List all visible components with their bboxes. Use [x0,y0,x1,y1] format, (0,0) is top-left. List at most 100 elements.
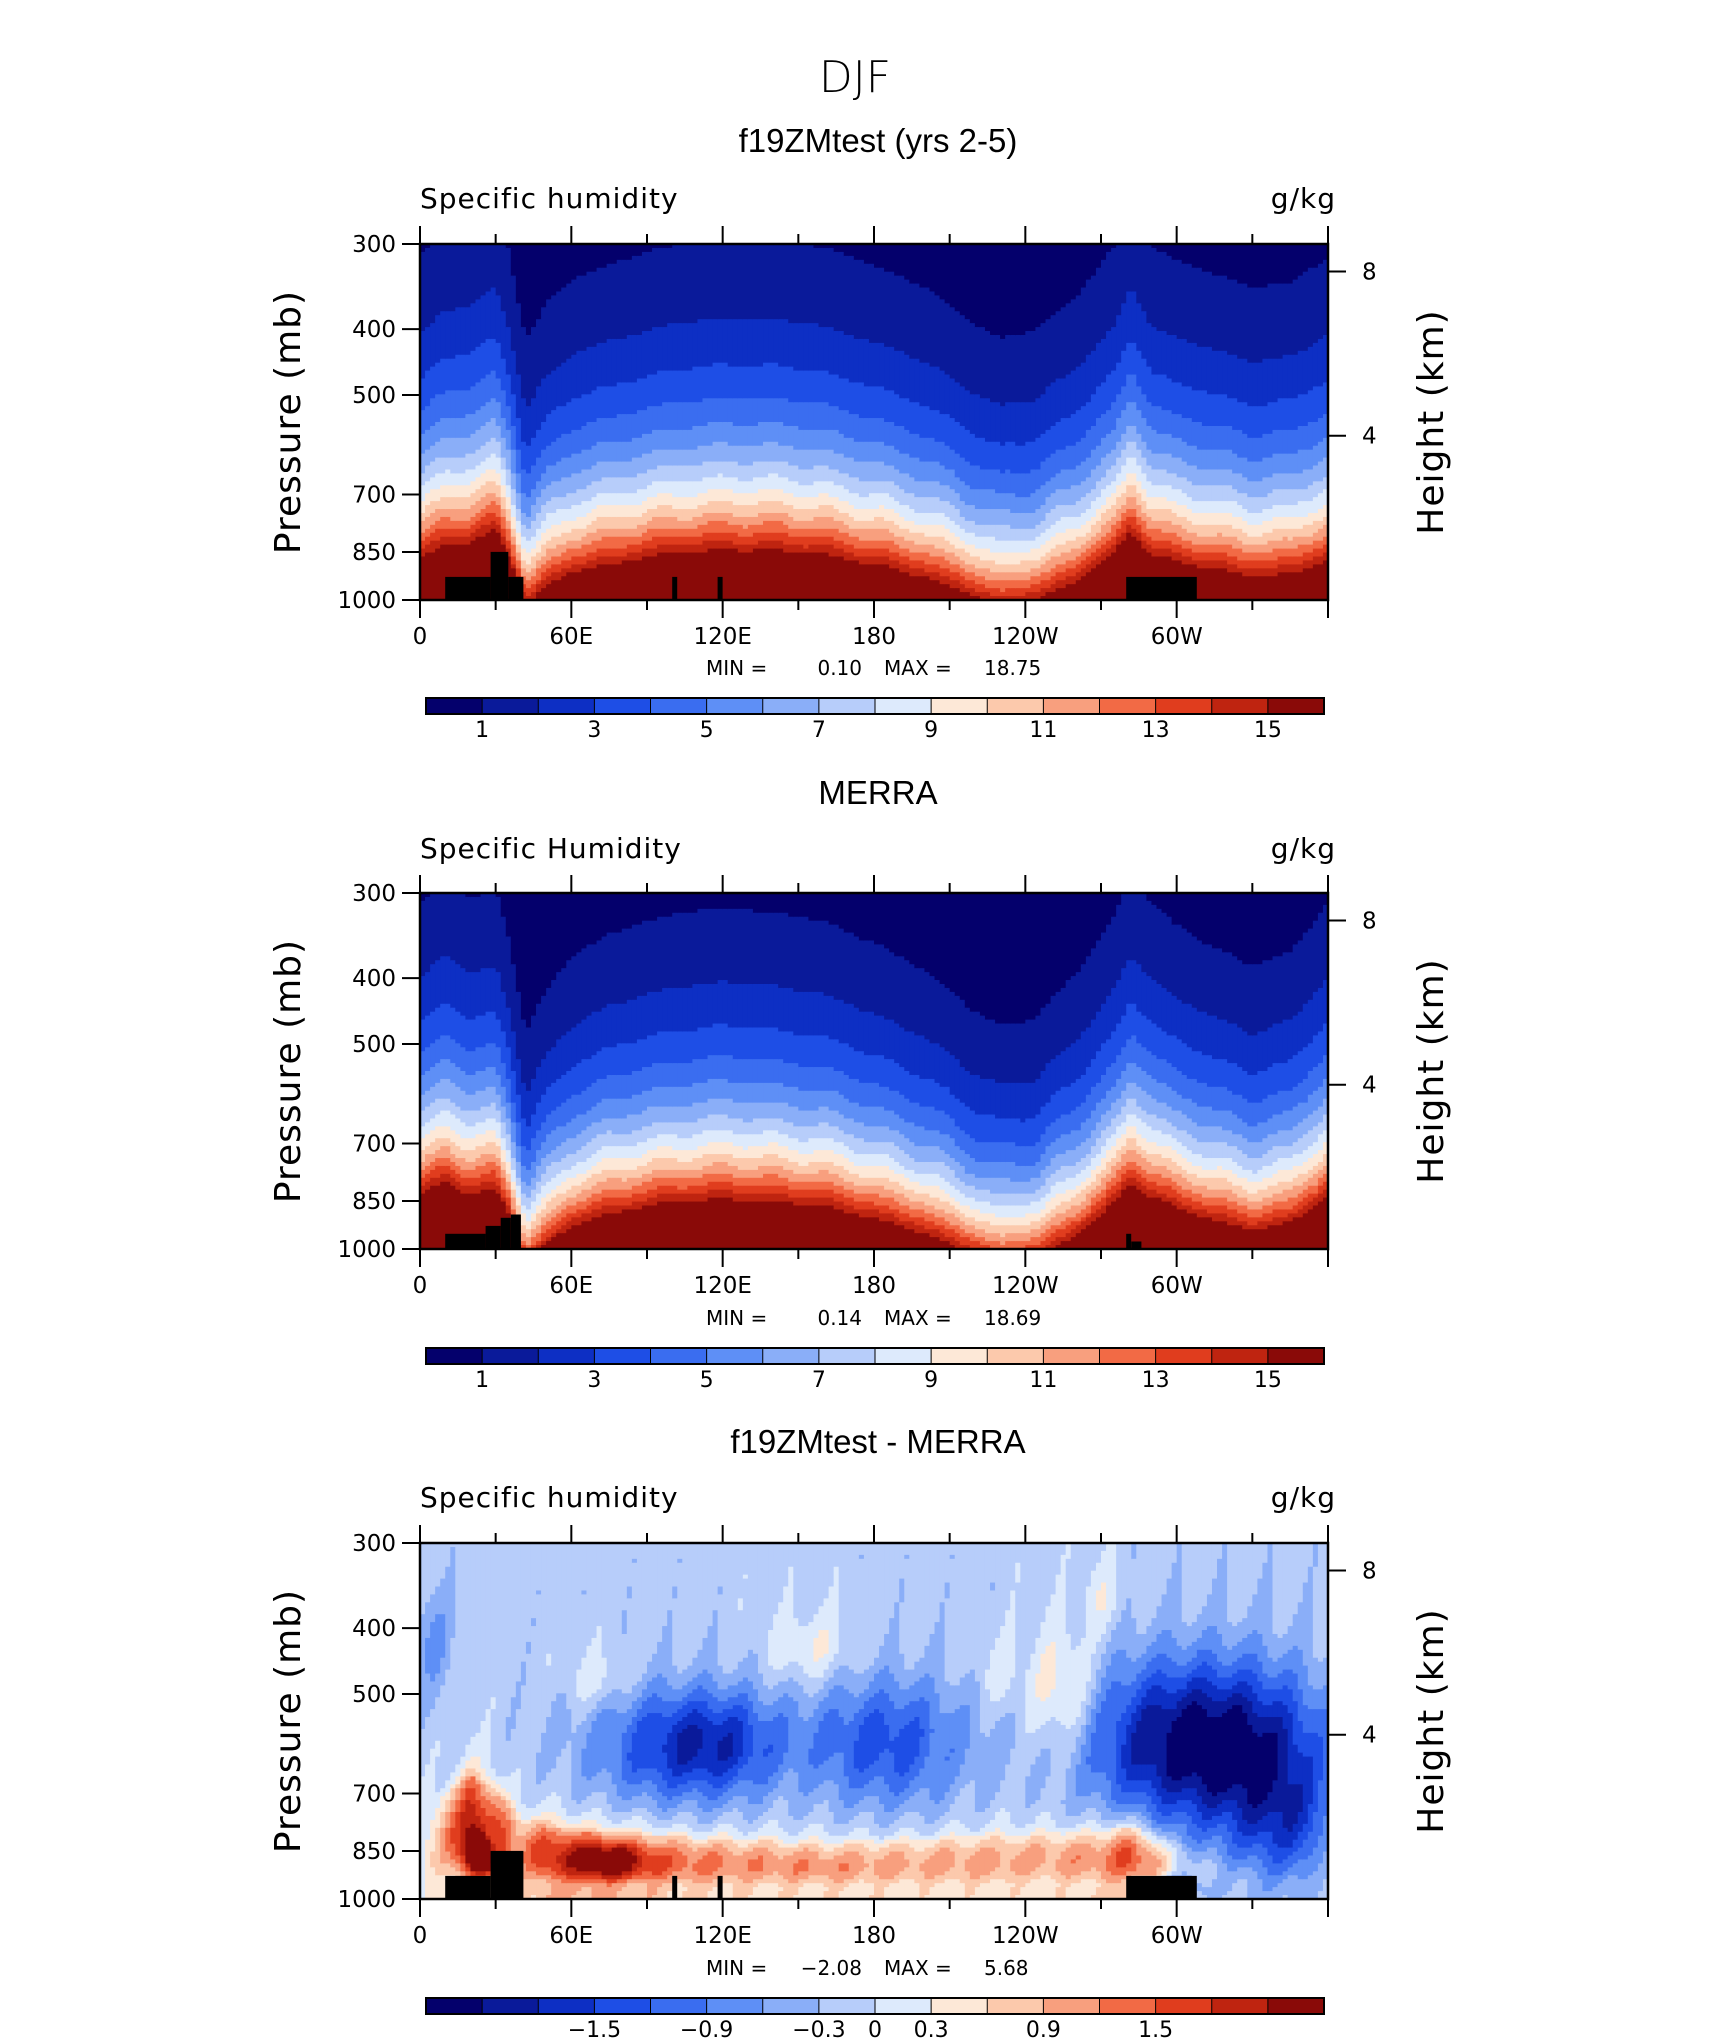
colorbar-swatch [1155,697,1213,715]
colorbar-swatch [537,697,596,715]
x-tick-label: 60E [549,1923,593,1949]
topography-mask [500,1217,511,1249]
variable-label: Specific humidity [420,1481,679,1514]
topography-mask [1131,1241,1142,1249]
x-tick-label: 0 [413,1923,428,1949]
x-tick-label: 60W [1151,624,1203,650]
colorbar-swatch [930,697,989,715]
topography-mask [445,576,491,600]
colorbar-label: −0.9 [680,2018,733,2038]
min-label: MIN = [706,1956,767,1980]
colorbar-label: 7 [812,1368,826,1393]
min-value: −2.08 [801,1956,862,1980]
x-tick-label: 120W [992,624,1059,650]
y-right-tick-label: 8 [1362,1559,1377,1585]
x-tick-label: 0 [413,1273,428,1299]
max-value: 18.69 [984,1306,1041,1330]
colorbar-swatch [1267,697,1325,715]
contour-field [420,1543,1329,1900]
colorbar-swatch [1211,697,1269,715]
colorbar-swatch [481,697,540,715]
y-axis-title: Pressure (mb) [268,939,309,1203]
x-tick-label: 60W [1151,1273,1203,1299]
colorbar-swatch [1211,1347,1269,1365]
colorbar-swatch [818,697,876,715]
topography-mask [717,576,723,600]
y-tick-label: 500 [352,1682,396,1708]
y-tick-label: 1000 [337,588,396,614]
topography-mask [490,551,509,600]
min-value: 0.10 [817,656,862,680]
colorbar-swatch [874,1347,933,1365]
colorbar: 1 3 5 7 9 11 13 15 [425,1347,1325,1393]
x-tick-label: 60W [1151,1923,1203,1949]
y-tick-label: 500 [352,1032,396,1058]
y-right-axis-title: Height (km) [1411,309,1452,534]
panel-3: f19ZMtest - MERRA Specific humidity g/kg 30… [268,1423,1452,2038]
colorbar-swatch [1042,1997,1101,2015]
min-label: MIN = [706,1306,767,1330]
colorbar-swatch [593,697,652,715]
y-right-tick-label: 8 [1362,909,1377,935]
colorbar-label: 13 [1142,718,1170,743]
colorbar-label: 13 [1142,1368,1170,1393]
colorbar: −1.5 −0.9 −0.3 0 0.3 0.9 1.5 [425,1997,1325,2038]
topography-mask [508,576,524,600]
y-tick-label: 500 [352,383,396,409]
colorbar-swatch [537,1347,596,1365]
colorbar-swatch [1267,1347,1325,1365]
variable-label: Specific humidity [420,182,679,215]
y-tick-label: 400 [352,317,396,343]
topography-mask [510,1214,521,1249]
colorbar-swatch [481,1997,540,2015]
colorbar: 1 3 5 7 9 11 13 15 [425,697,1325,743]
min-value: 0.14 [817,1306,862,1330]
x-tick-label: 60E [549,624,593,650]
y-right-axis-title: Height (km) [1411,958,1452,1183]
y-tick-label: 300 [352,1531,396,1557]
y-tick-label: 850 [352,540,396,566]
y-tick-label: 850 [352,1839,396,1865]
topography-mask [485,1225,501,1249]
colorbar-swatch [593,1997,652,2015]
colorbar-label: 3 [587,1368,601,1393]
colorbar-label: 3 [587,718,601,743]
contour-field [420,244,1329,601]
colorbar-swatch [481,1347,540,1365]
topography-mask [672,576,678,600]
colorbar-label: 0.9 [1026,2018,1061,2038]
units-label: g/kg [1271,182,1336,215]
topography-mask [490,1850,524,1899]
colorbar-swatch [1155,1347,1213,1365]
y-right-tick-label: 4 [1362,1073,1377,1099]
colorbar-swatch [593,1347,652,1365]
y-right-tick-label: 4 [1362,1723,1377,1749]
max-label: MAX = [884,656,952,680]
figure-title: DJF [819,52,891,103]
x-tick-label: 120W [992,1923,1059,1949]
colorbar-label: 0.3 [914,2018,949,2038]
y-right-tick-label: 8 [1362,260,1377,286]
panel-1: f19ZMtest (yrs 2-5) Specific humidity g/kg… [268,122,1452,743]
colorbar-swatch [1099,1997,1157,2015]
colorbar-swatch [706,697,764,715]
colorbar-swatch [1042,1347,1101,1365]
x-tick-label: 120E [693,624,751,650]
colorbar-swatch [1099,1347,1157,1365]
y-tick-label: 1000 [337,1237,396,1263]
y-axis-title: Pressure (mb) [268,1589,309,1853]
units-label: g/kg [1271,1481,1336,1514]
y-tick-label: 700 [352,1132,396,1158]
topography-mask [445,1233,486,1249]
panel-title: f19ZMtest (yrs 2-5) [739,122,1018,159]
colorbar-swatch [425,1347,484,1365]
colorbar-label: 11 [1029,1368,1057,1393]
colorbar-label: 7 [812,718,826,743]
units-label: g/kg [1271,832,1336,865]
y-tick-label: 700 [352,1782,396,1808]
topography-mask [717,1875,723,1899]
colorbar-swatch [986,1347,1045,1365]
colorbar-label: 9 [924,718,938,743]
x-tick-label: 180 [852,624,896,650]
